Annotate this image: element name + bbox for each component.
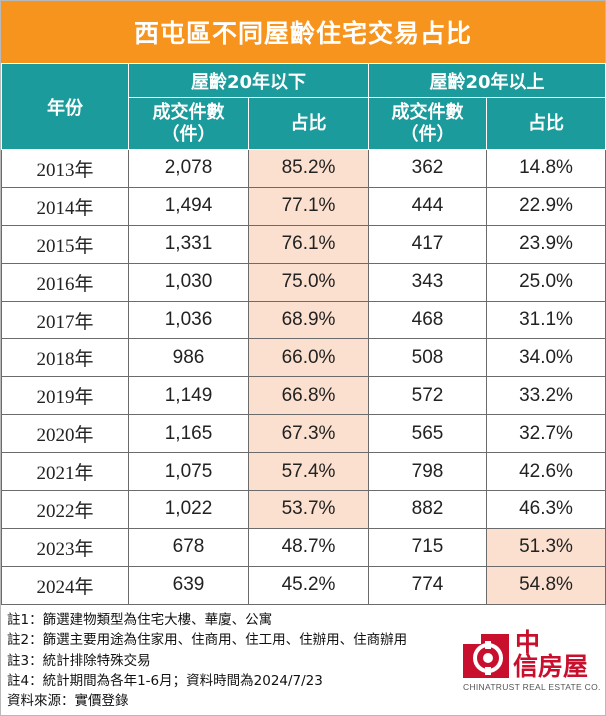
over-20-count-cell: 508 <box>368 338 487 378</box>
table-row: 2014年 1,494 77.1% 444 22.9% <box>1 186 606 226</box>
table-row: 2015年 1,331 76.1% 417 23.9% <box>1 224 606 264</box>
under-20-share-cell: 85.2% <box>248 149 369 188</box>
table-row: 2013年 2,078 85.2% 362 14.8% <box>1 149 606 188</box>
year-cell: 2017年 <box>1 300 129 340</box>
under-20-share-cell: 53.7% <box>248 490 369 529</box>
year-cell: 2016年 <box>1 262 129 302</box>
table-row: 2016年 1,030 75.0% 343 25.0% <box>1 262 606 302</box>
table-row: 2021年 1,075 57.4% 798 42.6% <box>1 452 606 492</box>
over-20-share-cell: 51.3% <box>486 527 606 567</box>
over-20-share-cell: 31.1% <box>486 300 606 340</box>
table-row: 2018年 986 66.0% 508 34.0% <box>1 338 606 378</box>
under-20-count-cell: 1,165 <box>128 414 249 454</box>
year-cell: 2024年 <box>1 565 129 605</box>
under-20-share-cell: 57.4% <box>248 452 369 492</box>
over-20-count-cell: 774 <box>368 565 487 605</box>
over-20-count-cell: 798 <box>368 452 487 492</box>
share-header-over: 占比 <box>486 97 606 150</box>
under-20-share-cell: 67.3% <box>248 414 369 454</box>
footnotes: 註1：篩選建物類型為住宅大樓、華廈、公寓 註2：篩選主要用途為住家用、住商用、住… <box>1 605 605 712</box>
logo-subtitle: CHINATRUST REAL ESTATE CO. <box>463 682 601 692</box>
group-header-over-20: 屋齡20年以上 <box>368 63 606 98</box>
under-20-count-cell: 639 <box>128 565 249 605</box>
table-row: 2022年 1,022 53.7% 882 46.3% <box>1 490 606 529</box>
footnote-2: 註2：篩選主要用途為住家用、住商用、住工用、住辦用、住商辦用 <box>7 632 408 649</box>
company-logo: 中 信房屋 CHINATRUST REAL ESTATE CO. <box>463 628 601 705</box>
year-cell: 2019年 <box>1 376 129 416</box>
footnote-1: 註1：篩選建物類型為住宅大樓、華廈、公寓 <box>7 611 273 628</box>
logo-emblem-icon <box>463 634 509 678</box>
under-20-count-cell: 1,022 <box>128 490 249 529</box>
over-20-share-cell: 54.8% <box>486 565 606 605</box>
over-20-share-cell: 14.8% <box>486 149 606 188</box>
count-header-label: 成交件數 <box>391 101 464 123</box>
under-20-share-cell: 45.2% <box>248 565 369 605</box>
under-20-share-cell: 66.8% <box>248 376 369 416</box>
share-header-under: 占比 <box>248 97 369 150</box>
under-20-share-cell: 66.0% <box>248 338 369 378</box>
under-20-count-cell: 1,036 <box>128 300 249 340</box>
under-20-count-cell: 1,149 <box>128 376 249 416</box>
count-header-unit: （件） <box>400 123 455 145</box>
under-20-count-cell: 986 <box>128 338 249 378</box>
transaction-table: 年份 屋齡20年以下 屋齡20年以上 成交件數 （件） 占比 成交件數 （件） … <box>1 63 606 605</box>
over-20-count-cell: 468 <box>368 300 487 340</box>
over-20-share-cell: 33.2% <box>486 376 606 416</box>
over-20-share-cell: 22.9% <box>486 186 606 226</box>
year-cell: 2020年 <box>1 414 129 454</box>
page-title: 西屯區不同屋齡住宅交易占比 <box>1 1 605 63</box>
year-cell: 2015年 <box>1 224 129 264</box>
count-header-over: 成交件數 （件） <box>368 97 487 150</box>
count-header-label: 成交件數 <box>152 101 225 123</box>
under-20-count-cell: 2,078 <box>128 149 249 188</box>
over-20-share-cell: 34.0% <box>486 338 606 378</box>
count-header-unit: （件） <box>161 123 216 145</box>
year-cell: 2018年 <box>1 338 129 378</box>
under-20-share-cell: 68.9% <box>248 300 369 340</box>
under-20-count-cell: 1,075 <box>128 452 249 492</box>
under-20-share-cell: 77.1% <box>248 186 369 226</box>
year-cell: 2013年 <box>1 149 129 188</box>
group-header-under-20: 屋齡20年以下 <box>128 63 369 98</box>
year-cell: 2022年 <box>1 490 129 529</box>
under-20-share-cell: 75.0% <box>248 262 369 302</box>
over-20-count-cell: 362 <box>368 149 487 188</box>
footnote-4: 註4：統計期間為各年1-6月；資料時間為2024/7/23 <box>7 672 323 689</box>
under-20-share-cell: 76.1% <box>248 224 369 264</box>
over-20-count-cell: 565 <box>368 414 487 454</box>
over-20-count-cell: 882 <box>368 490 487 529</box>
over-20-share-cell: 25.0% <box>486 262 606 302</box>
over-20-count-cell: 417 <box>368 224 487 264</box>
year-cell: 2021年 <box>1 452 129 492</box>
under-20-count-cell: 1,494 <box>128 186 249 226</box>
over-20-count-cell: 343 <box>368 262 487 302</box>
year-cell: 2023年 <box>1 527 129 567</box>
under-20-count-cell: 1,030 <box>128 262 249 302</box>
table-row: 2017年 1,036 68.9% 468 31.1% <box>1 300 606 340</box>
over-20-count-cell: 715 <box>368 527 487 567</box>
under-20-count-cell: 678 <box>128 527 249 567</box>
year-column-header: 年份 <box>1 63 129 150</box>
table-row: 2020年 1,165 67.3% 565 32.7% <box>1 414 606 454</box>
footnote-3: 註3：統計排除特殊交易 <box>7 652 151 669</box>
over-20-count-cell: 572 <box>368 376 487 416</box>
over-20-share-cell: 42.6% <box>486 452 606 492</box>
data-source: 資料來源：實價登錄 <box>7 693 129 710</box>
table-row: 2019年 1,149 66.8% 572 33.2% <box>1 376 606 416</box>
count-header-under: 成交件數 （件） <box>128 97 249 150</box>
over-20-share-cell: 23.9% <box>486 224 606 264</box>
table-row: 2024年 639 45.2% 774 54.8% <box>1 565 606 605</box>
over-20-share-cell: 32.7% <box>486 414 606 454</box>
over-20-share-cell: 46.3% <box>486 490 606 529</box>
logo-text-line2: 信房屋 <box>513 652 589 681</box>
under-20-count-cell: 1,331 <box>128 224 249 264</box>
logo-text-line1: 中 <box>515 628 541 657</box>
table-row: 2023年 678 48.7% 715 51.3% <box>1 527 606 567</box>
under-20-share-cell: 48.7% <box>248 527 369 567</box>
over-20-count-cell: 444 <box>368 186 487 226</box>
year-cell: 2014年 <box>1 186 129 226</box>
